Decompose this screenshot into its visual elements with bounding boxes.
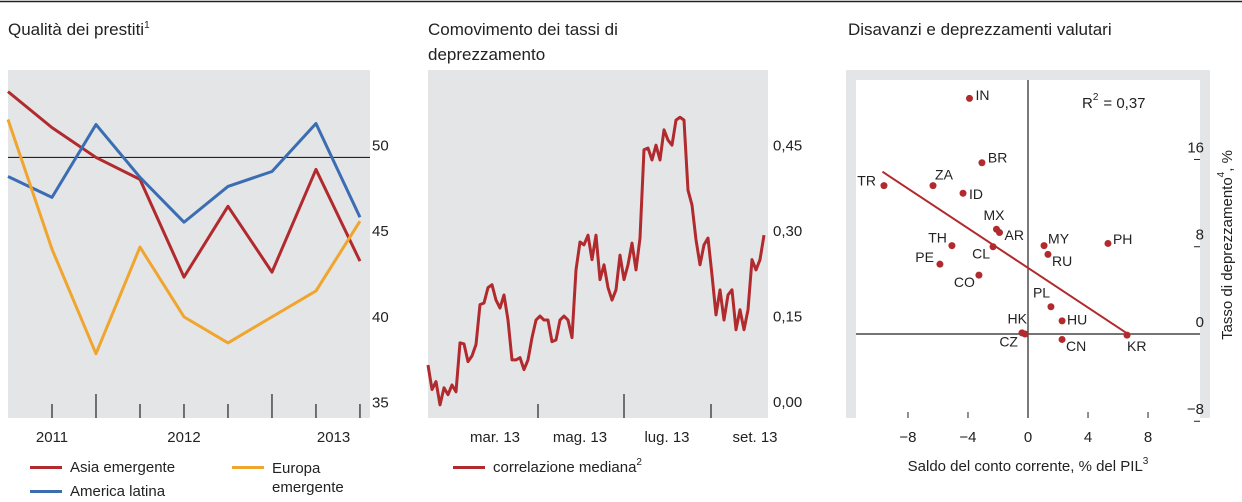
x-tick-label: set. 13: [732, 429, 777, 446]
scatter-point: [959, 189, 967, 197]
scatter-point: [1044, 250, 1052, 258]
y-tick-label: 35: [372, 395, 389, 412]
y-axis-text: Tasso di deprezzamento: [1219, 177, 1236, 340]
y-tick-label: 0: [1196, 314, 1204, 331]
point-label: CL: [972, 245, 990, 261]
scatter-point: [989, 243, 997, 251]
x-tick-label: −8: [899, 429, 916, 446]
chart-title: Qualità dei prestiti1: [8, 17, 150, 42]
y-axis-unit: , %: [1219, 150, 1236, 172]
scatter-point: [1021, 330, 1029, 338]
x-axis-text: Saldo del conto corrente, % del PIL: [907, 458, 1143, 475]
point-label: CN: [1066, 338, 1086, 354]
y-tick-label: 0,45: [773, 138, 802, 155]
point-label: TH: [928, 229, 947, 245]
legend-label: America latina: [70, 483, 166, 500]
point-label: TR: [857, 172, 876, 188]
legend-swatch: [30, 466, 62, 469]
y-tick-label: −8: [1187, 401, 1204, 418]
point-label: MX: [983, 207, 1005, 223]
point-label: IN: [975, 87, 989, 103]
point-label: CO: [954, 274, 975, 290]
y-tick-label: 8: [1196, 227, 1204, 244]
x-tick-label: 2013: [317, 429, 350, 446]
x-axis-label: Saldo del conto corrente, % del PIL3: [848, 456, 1208, 476]
series-line: [6, 119, 362, 356]
point-label: MY: [1048, 230, 1070, 246]
legend-label: Asia emergente: [70, 459, 176, 476]
legend-swatch: [232, 466, 264, 469]
scatter-point: [1123, 331, 1131, 339]
annotation-exponent: 2: [1093, 92, 1099, 103]
point-label: BR: [988, 149, 1007, 165]
point-label: PH: [1113, 231, 1132, 247]
scatter-point: [880, 182, 888, 190]
point-label: ZA: [935, 166, 954, 182]
point-label: PE: [915, 249, 934, 265]
x-tick-label: −4: [959, 429, 976, 446]
scatter-point: [1047, 303, 1055, 311]
title-text: Qualità dei prestiti: [8, 20, 145, 39]
x-tick-label: 2011: [36, 429, 68, 446]
y-tick-label: 45: [372, 223, 389, 240]
point-label: HK: [1008, 311, 1028, 327]
point-label: AR: [1004, 227, 1023, 243]
scatter-point: [995, 229, 1003, 237]
scatter-point: [1104, 239, 1112, 247]
series-line: [426, 115, 766, 407]
point-label: KR: [1127, 338, 1146, 354]
point-label: PL: [1033, 284, 1050, 300]
plot-background: [8, 70, 370, 418]
annotation-symbol: R: [1082, 95, 1093, 112]
y-axis-label: Tasso di deprezzamento4, %: [1216, 150, 1236, 340]
trend-line: [881, 170, 1129, 335]
x-axis-note: 3: [1142, 456, 1149, 467]
x-tick-label: 8: [1144, 429, 1152, 446]
x-tick-label: lug. 13: [644, 429, 689, 446]
annotation-text: = 0,37: [1103, 95, 1145, 112]
scatter-point: [975, 271, 983, 279]
title-note: 1: [144, 20, 150, 31]
chart-title: Comovimento dei tassi di deprezzamento: [428, 20, 618, 64]
legend-note: 2: [636, 457, 642, 468]
x-tick-label: 4: [1084, 429, 1092, 446]
y-tick-label: 0,00: [773, 394, 802, 411]
series-line: [7, 121, 362, 224]
scatter-point: [978, 159, 986, 167]
x-tick-label: 0: [1024, 429, 1032, 446]
scatter-point: [965, 94, 973, 102]
legend-label: Europa emergente: [272, 460, 344, 496]
scatter-point: [1040, 242, 1048, 250]
scatter-point: [1058, 317, 1066, 325]
x-tick-label: 2012: [167, 429, 200, 446]
y-tick-label: 50: [372, 137, 389, 154]
y-axis-note: 4: [1216, 171, 1227, 177]
chart-title: Disavanzi e deprezzamenti valutari: [848, 20, 1112, 39]
point-label: ID: [969, 186, 983, 202]
scatter-point: [948, 242, 956, 250]
scatter-point: [936, 260, 944, 268]
scatter-point: [1058, 335, 1066, 343]
point-label: CZ: [999, 334, 1018, 350]
x-tick-label: mar. 13: [470, 429, 520, 446]
y-tick-label: 0,15: [773, 309, 802, 326]
legend-swatch: [30, 490, 62, 493]
scatter-point: [929, 182, 937, 190]
point-label: HU: [1067, 312, 1087, 328]
legend-swatch: [453, 466, 485, 469]
x-tick-label: mag. 13: [553, 429, 607, 446]
y-tick-label: 16: [1187, 139, 1204, 156]
y-tick-label: 40: [372, 309, 389, 326]
legend-label: correlazione mediana2: [493, 457, 642, 477]
annotation: R2 = 0,37: [1082, 92, 1146, 112]
y-tick-label: 0,30: [773, 223, 802, 240]
legend-text: correlazione mediana: [493, 459, 637, 476]
series-line: [7, 90, 362, 279]
point-label: RU: [1052, 253, 1072, 269]
